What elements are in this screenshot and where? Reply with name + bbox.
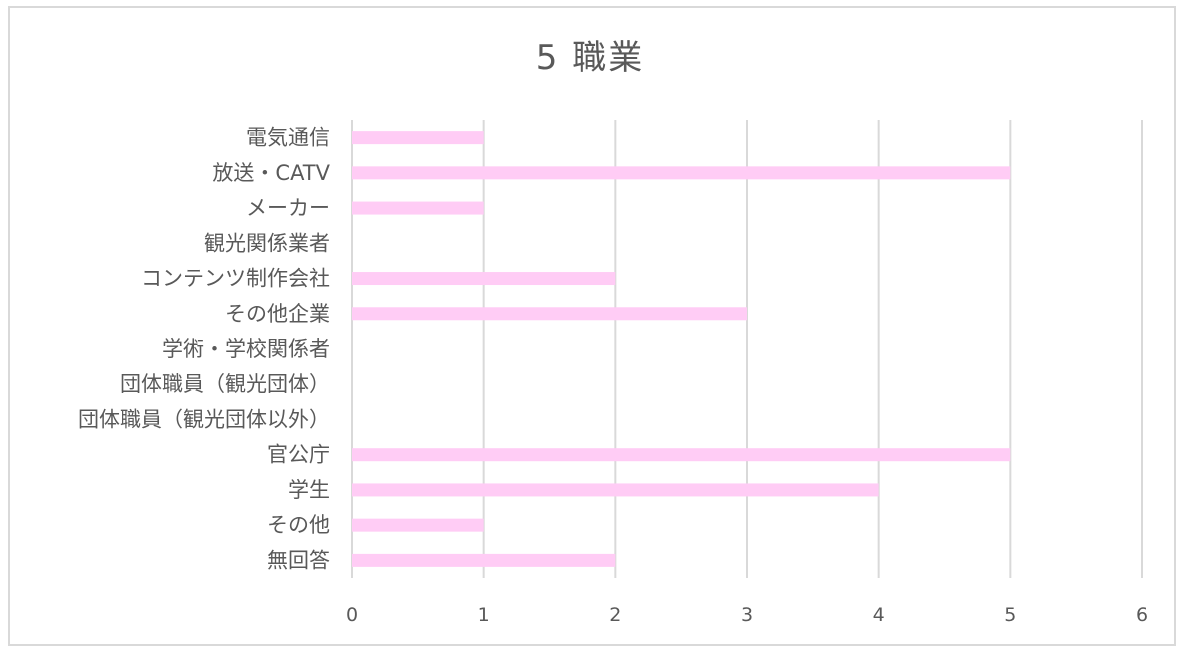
bar [352,307,747,321]
category-label: 学生 [288,478,330,502]
chart-title: 5 職業 [535,38,645,78]
bar [352,448,1011,462]
bar [352,553,616,567]
category-label: 無回答 [267,548,330,572]
value-axis: 0 1 2 3 4 5 6 [346,604,1148,626]
category-label: 観光関係業者 [204,231,330,255]
bar [352,483,879,497]
category-label: 放送・CATV [212,161,330,185]
x-tick-label: 4 [873,604,885,626]
category-label: 団体職員（観光団体以外） [78,407,330,431]
category-label: 団体職員（観光団体） [120,372,330,396]
category-label: その他 [267,513,330,537]
category-label: 官公庁 [267,443,330,467]
grid-lines [351,120,1143,578]
x-tick-label: 3 [741,604,753,626]
bar [352,131,484,145]
category-label: 学術・学校関係者 [162,337,330,361]
x-tick-label: 6 [1136,604,1148,626]
x-tick-label: 0 [346,604,358,626]
x-tick-label: 5 [1004,604,1016,626]
category-label: メーカー [246,196,330,220]
bar [352,518,484,532]
x-tick-label: 1 [478,604,490,626]
category-label: 電気通信 [246,126,330,150]
bar [352,201,484,215]
bar-series [352,131,1011,567]
category-label: コンテンツ制作会社 [141,267,330,291]
bar [352,166,1011,180]
chart-frame [8,6,1176,646]
category-label: その他企業 [225,302,330,326]
x-tick-label: 2 [609,604,621,626]
bar [352,272,616,286]
